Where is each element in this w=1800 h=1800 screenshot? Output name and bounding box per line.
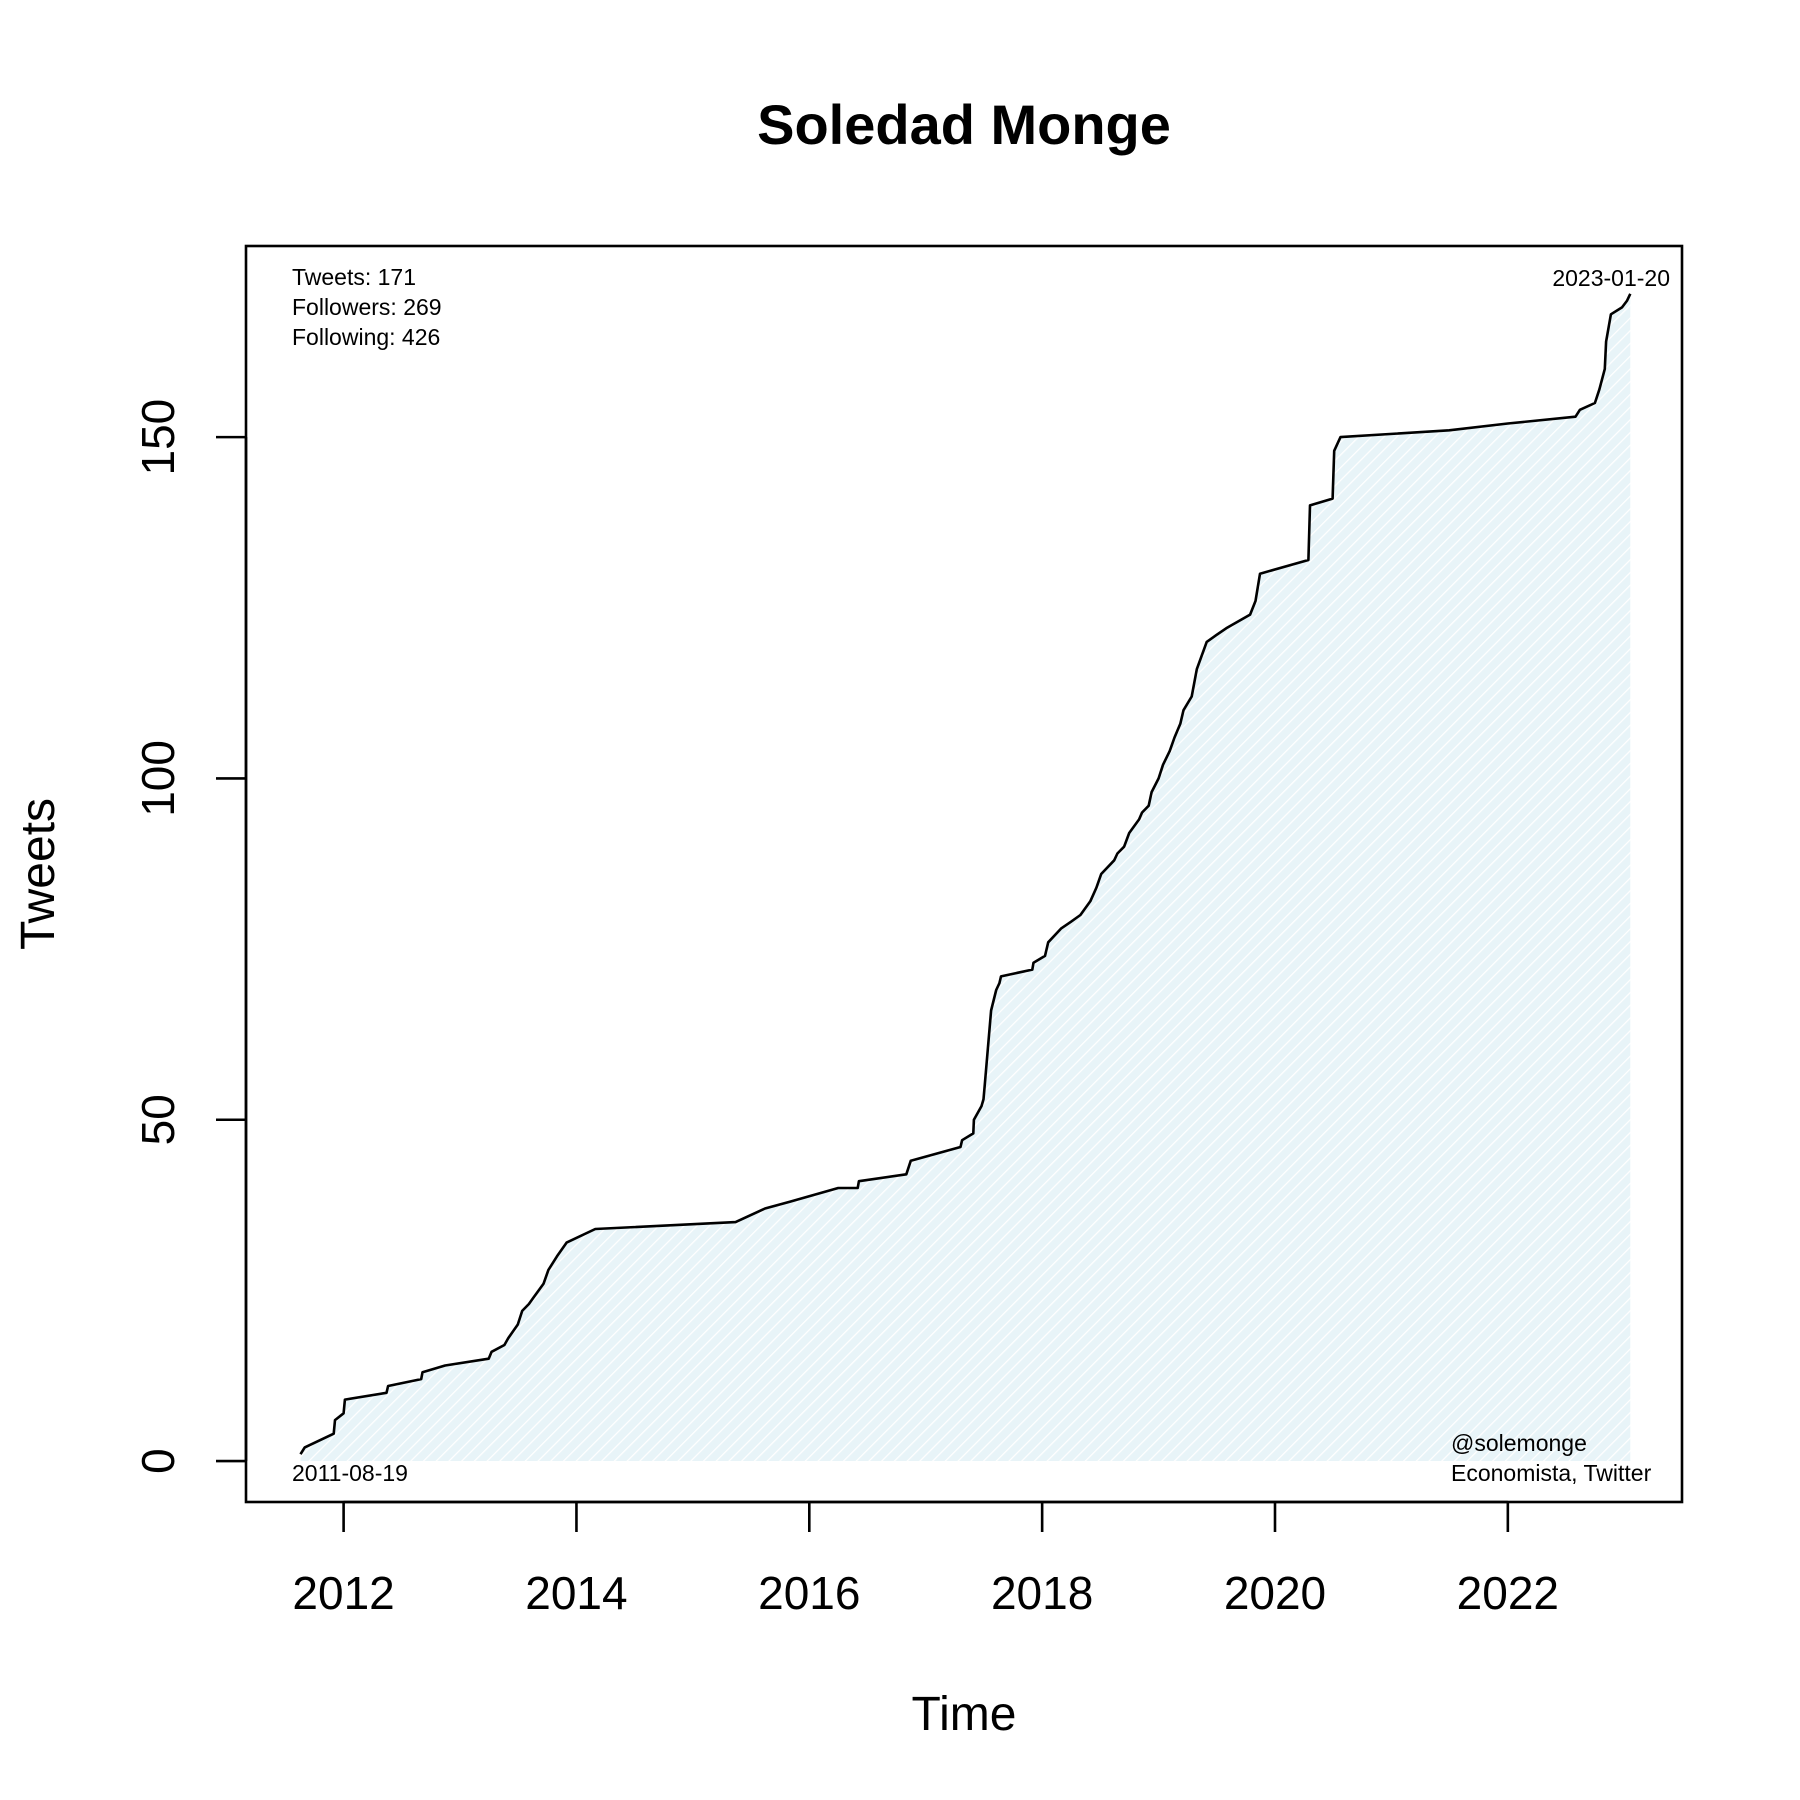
user-description: Economista, Twitter [1451,1460,1652,1486]
stats-followers: Followers: 269 [292,294,442,320]
x-tick-label: 2020 [1224,1567,1326,1619]
y-tick-label: 100 [132,740,184,817]
stats-following: Following: 426 [292,324,440,350]
chart-title: Soledad Monge [757,93,1171,156]
series-line [299,293,1632,1455]
y-axis-title: Tweets [12,798,65,950]
y-tick-label: 50 [132,1094,184,1145]
y-tick-label: 150 [132,399,184,476]
area-fill [300,293,1631,1461]
x-tick-label: 2012 [292,1567,394,1619]
x-tick-label: 2014 [525,1567,627,1619]
x-tick-label: 2018 [991,1567,1093,1619]
x-axis: 2012 2014 2016 2018 2020 2022 [292,1500,1559,1619]
twitter-handle: @solemonge [1451,1430,1587,1456]
y-tick-label: 0 [132,1448,184,1474]
x-tick-label: 2016 [758,1567,860,1619]
x-axis-title: Time [912,1688,1017,1741]
stats-box: Tweets: 171 Followers: 269 Following: 42… [292,264,442,350]
y-axis: 0 50 100 150 [132,399,248,1474]
stats-tweets: Tweets: 171 [292,264,416,290]
x-tick-label: 2022 [1457,1567,1559,1619]
end-date-label: 2023-01-20 [1552,265,1670,291]
start-date-label: 2011-08-19 [292,1460,408,1486]
